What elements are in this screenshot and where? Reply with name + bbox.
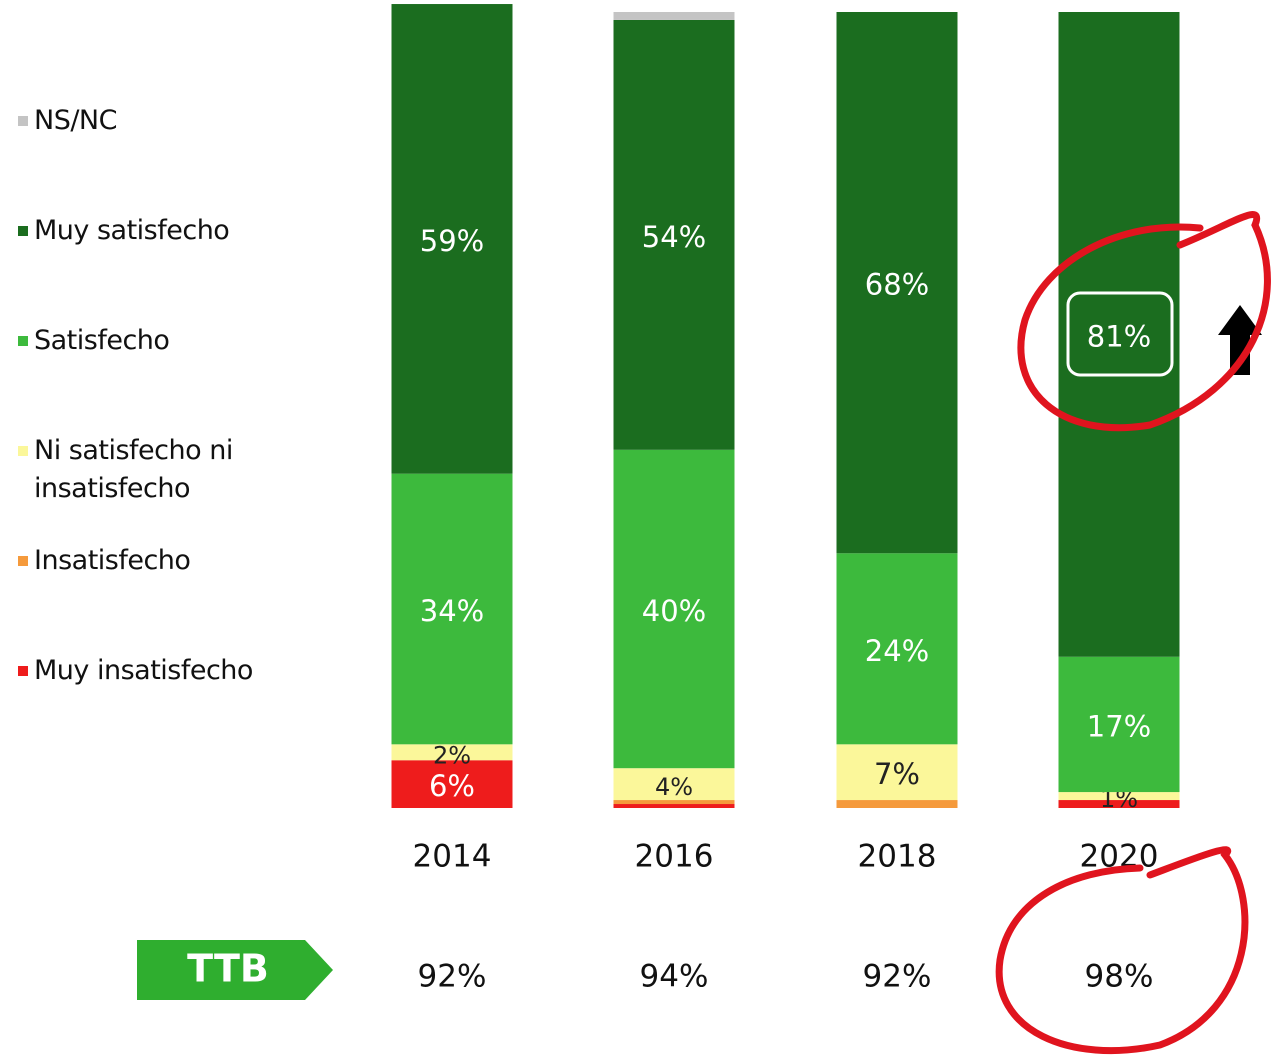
bar-segment [836,12,958,554]
legend-label: Ni satisfecho ni insatisfecho [34,435,233,504]
bar-segment [391,744,513,761]
legend-item: NS/NC [18,102,278,140]
legend-label: Muy insatisfecho [34,655,253,686]
x-tick-label: 2014 [413,839,492,875]
ttb-value: 92% [863,959,932,995]
legend-swatch [18,226,28,236]
data-label: 54% [642,220,706,254]
x-tick-label: 2020 [1080,839,1159,875]
data-label: 68% [865,268,929,302]
x-tick-label: 2018 [858,839,937,875]
ttb-tag [137,940,333,1000]
legend-item: Satisfecho [18,322,278,360]
bar-segment [613,19,735,450]
bar-segment [613,768,735,801]
bar-segment [391,473,513,745]
bar-segment [1058,792,1180,801]
data-label: 59% [420,224,484,258]
data-label: 17% [1087,709,1151,743]
bar-segment [391,760,513,808]
legend-label: Insatisfecho [34,545,191,576]
legend-item: Ni satisfecho ni insatisfecho [18,432,278,508]
ttb-value: 92% [418,959,487,995]
data-label: 24% [865,634,929,668]
bar-segment [391,4,513,474]
bar-segment [1058,656,1180,793]
ttb-value: 98% [1085,959,1154,995]
bar-segment [836,553,958,745]
legend-item: Muy satisfecho [18,212,278,250]
legend-swatch [18,556,28,566]
ttb-value: 94% [640,959,709,995]
bar-segment [613,449,735,769]
legend-label: NS/NC [34,105,117,136]
bar-segment [836,744,958,801]
legend-swatch [18,666,28,676]
data-label: 40% [642,594,706,628]
legend-item: Muy insatisfecho [18,652,278,690]
bar-segment [613,804,735,808]
data-label: 4% [655,773,693,801]
data-label: 2% [433,741,471,769]
bar-segment [613,12,735,20]
ttb-label: TTB [187,947,269,991]
legend-label: Muy satisfecho [34,215,230,246]
data-label: 6% [429,769,475,803]
data-label: 81% [1087,319,1151,353]
data-label: 7% [874,757,920,791]
data-label: 34% [420,594,484,628]
legend-item: Insatisfecho [18,542,278,580]
legend-swatch [18,446,28,456]
bar-segment [836,800,958,808]
bar-segment [613,800,735,805]
x-tick-label: 2016 [635,839,714,875]
legend-swatch [18,116,28,126]
legend-swatch [18,336,28,346]
legend-label: Satisfecho [34,325,170,356]
bar-segment [1058,800,1180,808]
